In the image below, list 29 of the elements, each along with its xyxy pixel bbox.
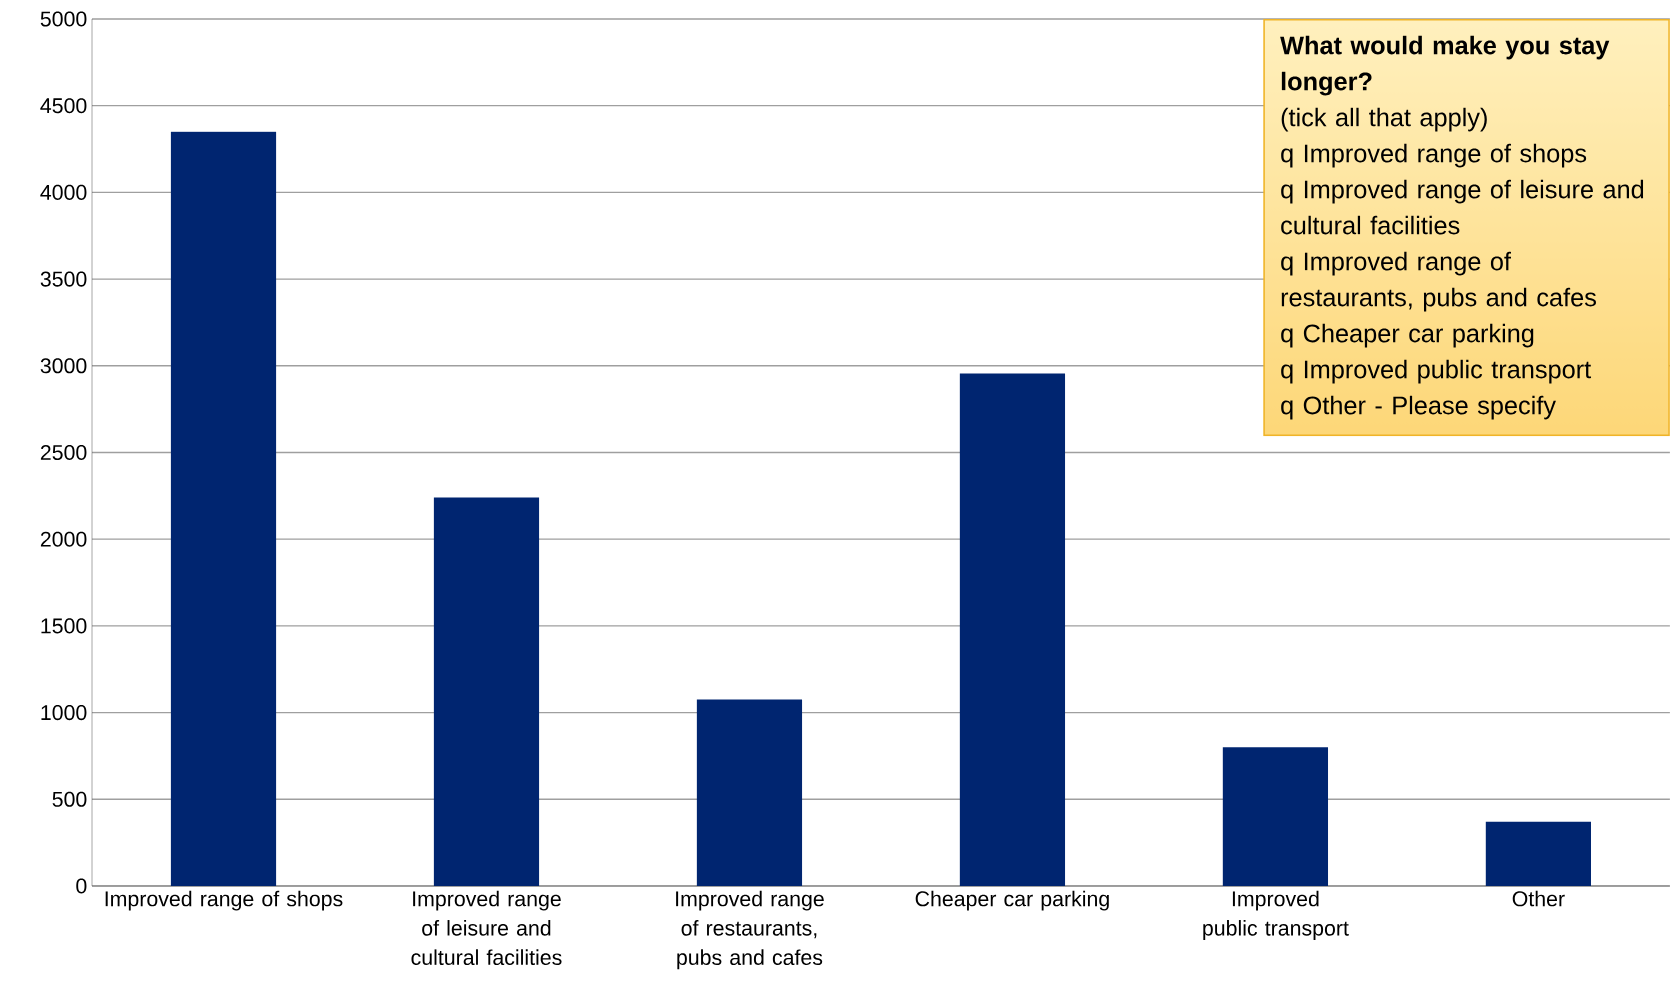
annotation: q Other - Please specify (1281, 395, 1556, 420)
y-tick-label: 0 (76, 878, 87, 894)
y-tick-label: 2000 (40, 531, 87, 547)
bar (696, 699, 803, 886)
y-tick-label: 3500 (40, 271, 87, 287)
y-tick-label: 1000 (41, 705, 87, 721)
bar (170, 131, 277, 886)
x-tick-label: Improved range of leisure and cultural facilities (411, 890, 562, 966)
y-tick-label: 4000 (40, 184, 87, 200)
y-tick-label: 5000 (40, 11, 87, 27)
y-tick-label: 500 (52, 791, 87, 807)
x-tick-label: Improved range of restaurants, pubs and cafes (676, 890, 824, 970)
x-tick-label: Cheaper car parking (915, 890, 1109, 911)
bar (433, 497, 540, 886)
x-tick-label: Improved range of shops (105, 890, 343, 911)
x-tick-label: Other (1512, 890, 1565, 907)
x-tick-label: Improved public transport (1203, 890, 1349, 940)
annotation: q Cheaper car parking (1281, 323, 1534, 348)
y-tick-label: 1500 (41, 618, 87, 634)
annotation: (tick all that apply) (1281, 107, 1487, 132)
annotation: q Improved public transport (1281, 359, 1592, 384)
y-tick-label: 4500 (40, 98, 87, 114)
annotation: q Improved range of shops (1281, 143, 1587, 168)
bar (959, 373, 1066, 886)
annotation: What would make you stay longer? (1280, 35, 1610, 96)
bar (1485, 821, 1591, 886)
y-tick-label: 2500 (40, 444, 87, 461)
y-tick-label: 3000 (40, 358, 87, 374)
bar (1222, 747, 1329, 886)
